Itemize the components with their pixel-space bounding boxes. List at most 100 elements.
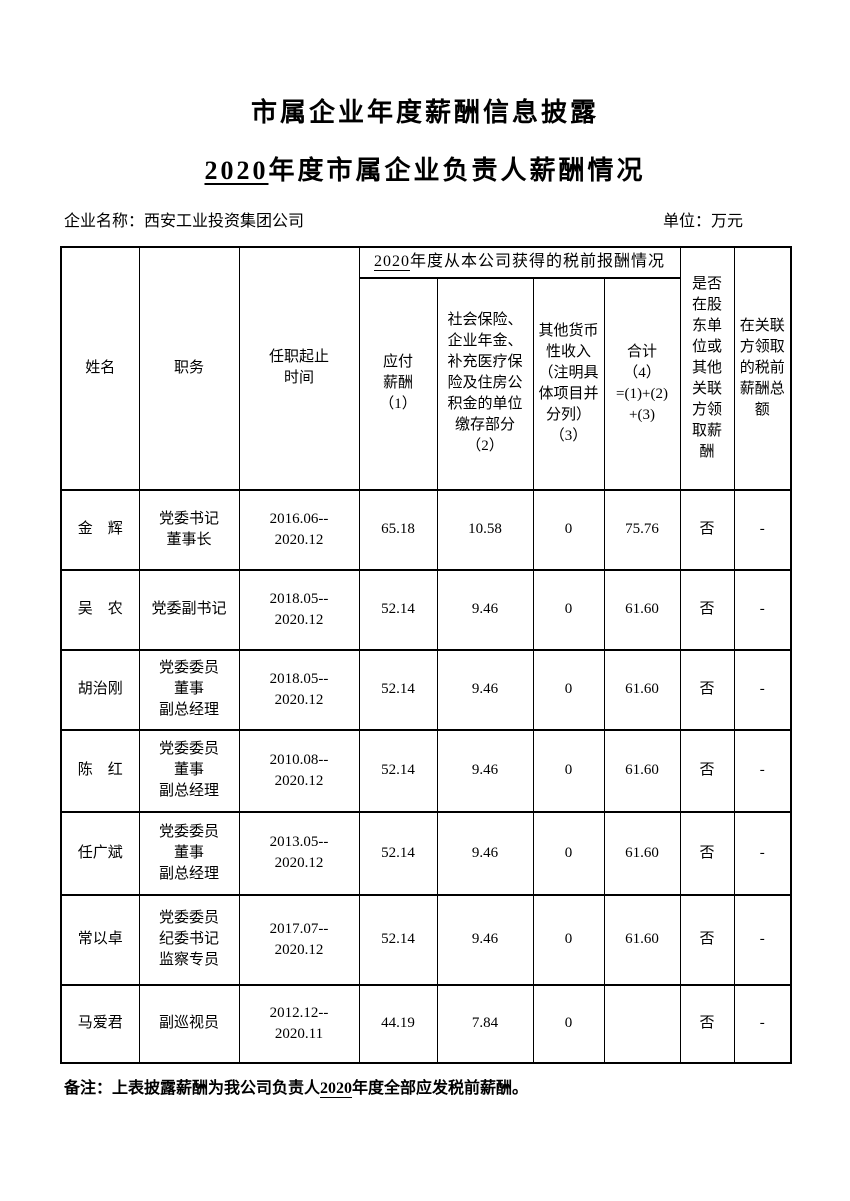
cell-related-pay: - (733, 728, 792, 813)
cell-insurance: 9.46 (436, 810, 534, 896)
col-header-related: 是否 在股 东单 位或 其他 关联 方领 取薪 酬 (679, 245, 735, 491)
table-row: 马爱君 副巡视员 2012.12-- 2020.11 44.19 7.84 0 … (60, 983, 792, 1064)
cell-other-income: 0 (532, 488, 605, 571)
cell-position: 党委委员 纪委书记 监察专员 (138, 893, 240, 986)
company-name: 企业名称：西安工业投资集团公司 (64, 212, 304, 233)
cell-related: 否 (679, 488, 735, 571)
col-header-position: 职务 (138, 245, 240, 491)
unit-label: 单位： (662, 213, 711, 230)
cell-insurance: 9.46 (436, 648, 534, 731)
table-row: 胡治刚 党委委员 董事 副总经理 2018.05-- 2020.12 52.14… (60, 648, 792, 731)
cell-name: 马爱君 (60, 983, 140, 1064)
cell-term: 2018.05-- 2020.12 (238, 568, 360, 651)
cell-term: 2012.12-- 2020.11 (238, 983, 360, 1064)
cell-related-pay: - (733, 983, 792, 1064)
cell-other-income: 0 (532, 983, 605, 1064)
company-name-label: 企业名称： (64, 213, 145, 230)
cell-total: 61.60 (603, 810, 681, 896)
table-row: 陈 红 党委委员 董事 副总经理 2010.08-- 2020.12 52.14… (60, 728, 792, 813)
cell-related: 否 (679, 893, 735, 986)
cell-total: 61.60 (603, 568, 681, 651)
subtitle-rest: 年度市属企业负责人薪酬情况 (268, 155, 646, 185)
cell-total: 61.60 (603, 728, 681, 813)
cell-position: 党委委员 董事 副总经理 (138, 728, 240, 813)
cell-position: 党委书记 董事长 (138, 488, 240, 571)
cell-related-pay: - (733, 568, 792, 651)
cell-payable: 44.19 (358, 983, 438, 1064)
cell-payable: 52.14 (358, 568, 438, 651)
cell-related: 否 (679, 728, 735, 813)
cell-insurance: 9.46 (436, 728, 534, 813)
unit-value: 万元 (710, 213, 743, 230)
cell-payable: 52.14 (358, 728, 438, 813)
cell-related: 否 (679, 810, 735, 896)
group-header-year: 2020 (374, 253, 410, 271)
cell-insurance: 7.84 (436, 983, 534, 1064)
meta-row: 企业名称：西安工业投资集团公司 单位：万元 (0, 187, 850, 233)
cell-payable: 52.14 (358, 810, 438, 896)
cell-name: 吴 农 (60, 568, 140, 651)
cell-term: 2013.05-- 2020.12 (238, 810, 360, 896)
cell-insurance: 10.58 (436, 488, 534, 571)
cell-related: 否 (679, 568, 735, 651)
salary-table: 姓名 职务 任职起止 时间 2020年度从本公司获得的税前报酬情况 是否 在股 … (60, 245, 793, 1064)
col-header-term: 任职起止 时间 (238, 245, 360, 491)
subtitle-year: 2020 (204, 155, 269, 185)
cell-insurance: 9.46 (436, 893, 534, 986)
cell-payable: 52.14 (358, 648, 438, 731)
cell-term: 2018.05-- 2020.12 (238, 648, 360, 731)
footnote: 备注：上表披露薪酬为我公司负责人2020年度全部应发税前薪酬。 (0, 1064, 850, 1100)
page-title: 市属企业年度薪酬信息披露 (250, 98, 599, 127)
cell-name: 胡治刚 (60, 648, 140, 731)
cell-related-pay: - (733, 488, 792, 571)
cell-related: 否 (679, 648, 735, 731)
group-header-rest: 年度从本公司获得的税前报酬情况 (410, 253, 666, 271)
footnote-suffix: 年度全部应发税前薪酬。 (352, 1079, 529, 1097)
company-name-value: 西安工业投资集团公司 (144, 213, 305, 230)
cell-position: 党委委员 董事 副总经理 (138, 648, 240, 731)
table-row: 常以卓 党委委员 纪委书记 监察专员 2017.07-- 2020.12 52.… (60, 893, 792, 986)
cell-related-pay: - (733, 893, 792, 986)
cell-total: 61.60 (603, 893, 681, 986)
cell-related: 否 (679, 983, 735, 1064)
cell-total (603, 983, 681, 1064)
unit: 单位：万元 (663, 212, 743, 233)
cell-other-income: 0 (532, 648, 605, 731)
cell-name: 任广斌 (60, 810, 140, 896)
table-header-group-row: 姓名 职务 任职起止 时间 2020年度从本公司获得的税前报酬情况 是否 在股 … (60, 245, 792, 491)
cell-related-pay: - (733, 648, 792, 731)
cell-related-pay: - (733, 810, 792, 896)
col-header-insurance: 社会保险、 企业年金、 补充医疗保 险及住房公 积金的单位 缴存部分 （2） (436, 276, 534, 491)
cell-total: 75.76 (603, 488, 681, 571)
col-header-name: 姓名 (60, 245, 140, 491)
col-header-related-pay: 在关联 方领取 的税前 薪酬总 额 (733, 245, 792, 491)
cell-insurance: 9.46 (436, 568, 534, 651)
page-subtitle: 2020年度市属企业负责人薪酬情况 (0, 130, 850, 188)
cell-name: 陈 红 (60, 728, 140, 813)
cell-other-income: 0 (532, 568, 605, 651)
table-row: 金 辉 党委书记 董事长 2016.06-- 2020.12 65.18 10.… (60, 488, 792, 571)
cell-payable: 65.18 (358, 488, 438, 571)
cell-payable: 52.14 (358, 893, 438, 986)
col-header-pretax-group: 2020年度从本公司获得的税前报酬情况 (358, 245, 681, 279)
footnote-year: 2020 (320, 1079, 353, 1097)
col-header-other-income: 其他货币 性收入 （注明具 体项目并 分列） （3） (532, 276, 605, 491)
cell-name: 金 辉 (60, 488, 140, 571)
table-row: 吴 农 党委副书记 2018.05-- 2020.12 52.14 9.46 0… (60, 568, 792, 651)
footnote-prefix: 备注：上表披露薪酬为我公司负责人 (64, 1079, 321, 1097)
cell-position: 副巡视员 (138, 983, 240, 1064)
cell-other-income: 0 (532, 728, 605, 813)
cell-other-income: 0 (532, 893, 605, 986)
cell-name: 常以卓 (60, 893, 140, 986)
cell-position: 党委副书记 (138, 568, 240, 651)
cell-total: 61.60 (603, 648, 681, 731)
cell-term: 2010.08-- 2020.12 (238, 728, 360, 813)
cell-term: 2017.07-- 2020.12 (238, 893, 360, 986)
table-row: 任广斌 党委委员 董事 副总经理 2013.05-- 2020.12 52.14… (60, 810, 792, 896)
cell-position: 党委委员 董事 副总经理 (138, 810, 240, 896)
table-header-sub-row: 应付 薪酬 （1） 社会保险、 企业年金、 补充医疗保 险及住房公 积金的单位 … (61, 276, 791, 491)
col-header-payable: 应付 薪酬 （1） (358, 276, 438, 491)
cell-other-income: 0 (532, 810, 605, 896)
col-header-total: 合计 （4） =(1)+(2) +(3) (603, 276, 681, 491)
